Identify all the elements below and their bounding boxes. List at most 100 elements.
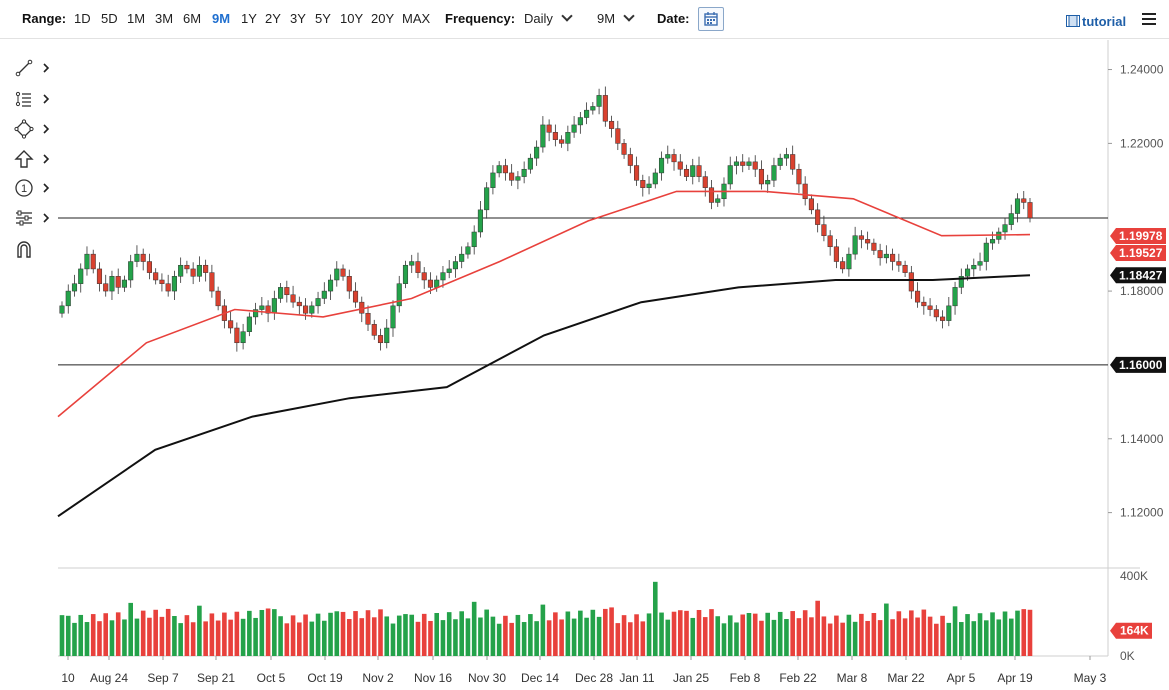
volume-bar [228, 619, 233, 656]
candle-body [921, 301, 927, 307]
range-button-5y[interactable]: 5Y [315, 11, 331, 26]
tutorial-link[interactable]: tutorial [1066, 14, 1126, 29]
candle-body [640, 180, 646, 188]
candle-body [440, 272, 446, 281]
range-button-6m[interactable]: 6M [183, 11, 202, 26]
volume-bar [390, 623, 396, 656]
range-button-9m[interactable]: 9M [212, 11, 231, 26]
x-tick-label: Mar 8 [837, 671, 868, 685]
range-button-3y[interactable]: 3Y [290, 11, 306, 26]
volume-bar [1015, 610, 1020, 656]
volume-bar [809, 617, 814, 656]
candle-body [309, 305, 315, 314]
candle-body [652, 172, 658, 185]
range-button-10y[interactable]: 10Y [340, 11, 364, 26]
volume-bar [996, 619, 1002, 656]
candle-body [746, 161, 752, 166]
volume-bar [965, 614, 970, 656]
arrow-up-tool-button[interactable] [14, 149, 54, 169]
candle-body [215, 290, 221, 307]
fibonacci-tool-button[interactable] [14, 89, 54, 109]
frequency-dropdown[interactable]: Daily [524, 10, 573, 27]
volume-bar [578, 610, 583, 656]
volume-bar [484, 609, 489, 656]
x-tick-label: May 3 [1074, 671, 1107, 685]
magnet-button[interactable] [14, 239, 54, 259]
range-button-20y[interactable]: 20Y [371, 11, 395, 26]
period-dropdown[interactable]: 9M [597, 10, 635, 27]
candle-body [446, 268, 452, 273]
volume-bar [365, 610, 371, 656]
candle-body [696, 165, 702, 177]
volume-bar [222, 612, 227, 656]
price-label-box [1110, 245, 1166, 261]
candle-body [421, 272, 427, 281]
volume-bar [521, 622, 527, 656]
red-moving-average [57, 190, 1031, 418]
candle-body [246, 316, 252, 332]
price-label: 1.19978 [1119, 229, 1163, 243]
candle-body [371, 324, 377, 336]
candle-body [933, 309, 939, 318]
volume-last-label-box [1110, 622, 1152, 639]
range-button-5d[interactable]: 5D [101, 11, 118, 26]
candle-body [452, 261, 458, 270]
indicator-tool-button[interactable] [14, 208, 54, 228]
x-tick-label: Apr 5 [947, 671, 976, 685]
volume-bar [902, 618, 908, 656]
candle-body [833, 246, 839, 262]
volume-bar [315, 613, 321, 656]
candle-body [71, 283, 78, 292]
candle-body [390, 305, 396, 329]
volume-bar [584, 617, 589, 656]
range-button-2y[interactable]: 2Y [265, 11, 281, 26]
price-chart[interactable]: 1.24000 1.22000 1.18000 1.14000 1.12000 1.199… [0, 40, 1169, 690]
candle-body [677, 161, 683, 170]
volume-bar [846, 614, 852, 656]
range-button-1y[interactable]: 1Y [241, 11, 257, 26]
range-button-1d[interactable]: 1D [74, 11, 91, 26]
candle-body [471, 231, 477, 248]
volume-bar [821, 616, 827, 656]
price-label: 1.19527 [1119, 246, 1163, 260]
volume-bar [702, 617, 708, 656]
range-button-max[interactable]: MAX [402, 11, 431, 26]
candle-body [84, 253, 90, 270]
annotation-number-button[interactable]: 1 [14, 178, 54, 198]
price-label-box [1110, 356, 1166, 373]
candle-body [265, 305, 271, 314]
candle-body [596, 95, 602, 107]
hamburger-menu-icon[interactable] [1142, 13, 1156, 25]
candle-body [228, 320, 234, 329]
candle-body [96, 268, 103, 284]
candle-body [90, 253, 96, 270]
candle-body [858, 235, 864, 240]
volume-bar [290, 615, 296, 656]
volume-bar [634, 614, 639, 656]
shape-tool-button[interactable] [14, 119, 54, 139]
candle-body [321, 290, 327, 299]
candle-body [296, 301, 302, 307]
volume-tick-label: 0K [1120, 649, 1135, 663]
price-label-box [1110, 228, 1166, 244]
volume-bar [409, 614, 415, 656]
candle-body [1008, 213, 1014, 225]
volume-bar [378, 609, 383, 656]
volume-bar [734, 622, 739, 656]
volume-bar [802, 610, 808, 656]
x-tick-label: Feb 8 [730, 671, 761, 685]
range-button-1m[interactable]: 1M [127, 11, 146, 26]
volume-bar [396, 615, 402, 656]
candle-body [527, 157, 533, 170]
candle-body [365, 312, 371, 325]
volume-bar [784, 619, 789, 656]
volume-bar [771, 619, 777, 656]
volume-bar [952, 606, 958, 656]
x-tick-label: Oct 5 [257, 671, 286, 685]
date-picker-button[interactable] [698, 7, 724, 31]
candle-body [815, 209, 821, 225]
candle-body [521, 168, 527, 177]
volume-bar [503, 615, 508, 656]
range-button-3m[interactable]: 3M [155, 11, 174, 26]
line-tool-button[interactable] [14, 58, 54, 78]
